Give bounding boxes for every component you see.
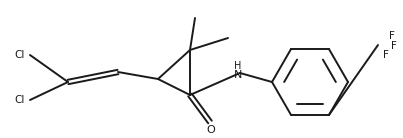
Text: O: O xyxy=(207,125,215,135)
Text: N: N xyxy=(234,70,242,80)
Text: F: F xyxy=(383,50,389,60)
Text: Cl: Cl xyxy=(15,95,25,105)
Text: F: F xyxy=(389,31,395,41)
Text: H: H xyxy=(234,61,242,71)
Text: F: F xyxy=(391,41,397,51)
Text: Cl: Cl xyxy=(15,50,25,60)
